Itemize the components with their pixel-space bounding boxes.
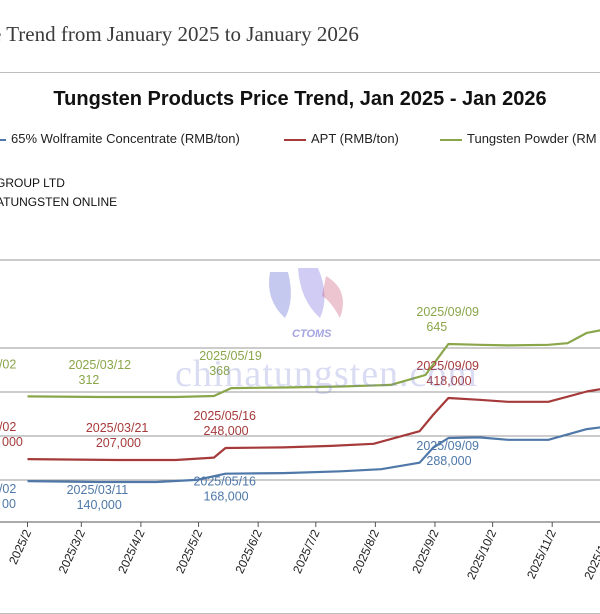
annotation-date-wolframite-2: 2025/05/16 — [193, 475, 256, 489]
x-tick-label-2: 2025/4/2 — [115, 527, 148, 576]
annotation-date-powder-0: 1/02 — [0, 357, 16, 371]
annotation-date-wolframite-0: 1/02 — [0, 482, 16, 496]
ctoms-logo — [269, 268, 343, 318]
annotation-value-apt-0: 000 — [2, 435, 23, 449]
x-tick-label-10: 2025/12/2 — [581, 527, 600, 582]
x-tick-label-3: 2025/5/2 — [173, 527, 206, 576]
annotation-date-powder-1: 2025/03/12 — [69, 358, 132, 372]
annotation-value-wolframite-3: 288,000 — [426, 454, 471, 468]
annotation-value-apt-1: 207,000 — [96, 436, 141, 450]
annotation-value-powder-1: 312 — [79, 373, 100, 387]
x-tick-label-9: 2025/11/2 — [524, 527, 559, 581]
annotation-value-wolframite-1: 140,000 — [77, 498, 122, 512]
x-tick-label-4: 2025/6/2 — [232, 527, 265, 576]
x-tick-label-1: 2025/3/2 — [56, 527, 89, 576]
annotation-value-powder-3: 645 — [426, 320, 447, 334]
annotation-value-apt-2: 248,000 — [203, 424, 248, 438]
x-tick-label-7: 2025/9/2 — [409, 527, 442, 576]
annotation-date-wolframite-1: 2025/03/11 — [67, 483, 129, 497]
watermark-logo-text: CTOMS — [292, 328, 332, 340]
x-tick-label-8: 2025/10/2 — [464, 527, 499, 582]
annotation-date-apt-2: 2025/05/16 — [193, 409, 256, 423]
x-tick-label-6: 2025/8/2 — [350, 527, 383, 576]
annotation-value-wolframite-0: 00 — [2, 497, 16, 511]
annotation-date-apt-0: 1/02 — [0, 420, 16, 434]
watermark-text: chinatungsten.com — [175, 352, 478, 396]
x-tick-label-0: 2025/2 — [6, 527, 34, 566]
x-tick-label-5: 2025/7/2 — [290, 527, 323, 576]
annotation-date-apt-1: 2025/03/21 — [86, 421, 149, 435]
annotation-value-wolframite-2: 168,000 — [203, 490, 248, 504]
annotation-date-powder-3: 2025/09/09 — [416, 305, 479, 319]
annotation-date-wolframite-3: 2025/09/09 — [416, 439, 479, 453]
chart-plot: 1/02002025/03/11140,0002025/05/16168,000… — [0, 0, 600, 600]
